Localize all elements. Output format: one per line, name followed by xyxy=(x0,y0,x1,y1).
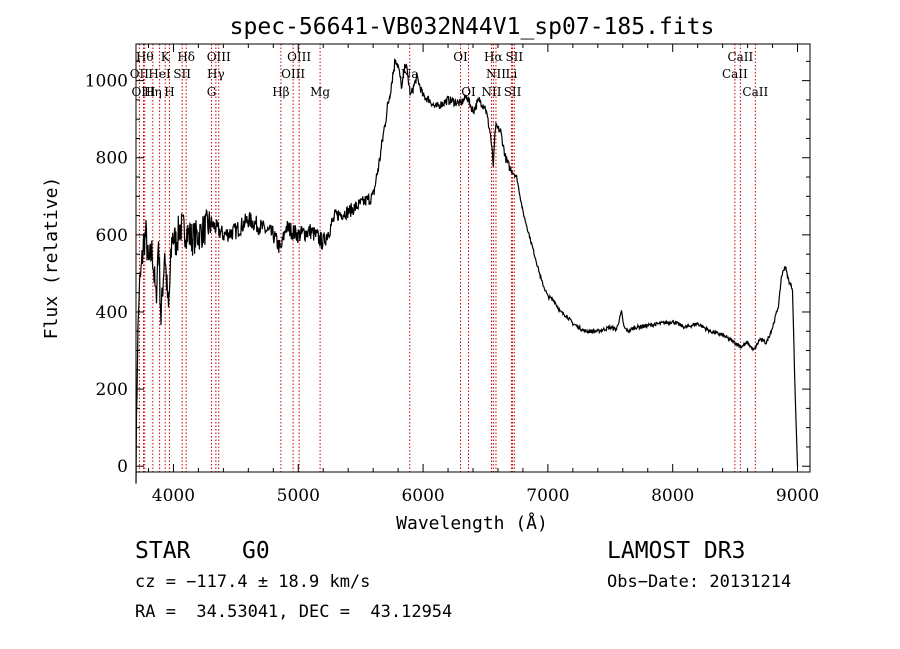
x-axis-label: Wavelength (Å) xyxy=(396,512,548,534)
spectrum-line xyxy=(135,58,799,484)
line-label: Hα xyxy=(484,50,503,64)
x-tick-label: 5000 xyxy=(277,486,320,506)
chart-title: spec-56641-VB032N44V1_sp07-185.fits xyxy=(230,14,715,40)
line-label: OIII xyxy=(287,50,311,64)
line-label: HeI xyxy=(148,67,171,81)
line-label: OII xyxy=(130,67,150,81)
line-label: K xyxy=(161,50,171,64)
line-label: Hη xyxy=(144,85,162,99)
y-tick-label: 1000 xyxy=(85,72,128,92)
line-label: H xyxy=(164,85,174,99)
object-class: STAR xyxy=(135,538,191,564)
line-label: Mg xyxy=(310,85,330,99)
observation-date: Obs−Date: 20131214 xyxy=(607,572,792,592)
y-axis-ticks: 0 200 400 600 800 1000 xyxy=(85,60,810,477)
x-tick-label: 6000 xyxy=(401,486,444,506)
coordinates: RA = 34.53041, DEC = 43.12954 xyxy=(135,602,453,622)
line-label: CaII xyxy=(742,85,768,99)
line-label: CaII xyxy=(722,67,748,81)
line-label: SII xyxy=(504,85,522,99)
line-label: OIII xyxy=(281,67,305,81)
survey-name: LAMOST DR3 xyxy=(607,538,746,564)
redshift-value: cz = −117.4 ± 18.9 km/s xyxy=(135,572,371,592)
y-tick-label: 600 xyxy=(96,226,128,246)
line-label: CaII xyxy=(727,50,753,64)
y-axis-label: Flux (relative) xyxy=(41,177,62,340)
object-subclass: G0 xyxy=(242,538,270,564)
line-label: Hβ xyxy=(272,85,289,99)
line-label: SII xyxy=(505,50,523,64)
x-tick-label: 9000 xyxy=(776,486,819,506)
line-label: SII xyxy=(173,67,191,81)
line-label: Na xyxy=(401,67,419,81)
line-label: OIII xyxy=(207,50,231,64)
y-tick-label: 400 xyxy=(96,303,128,323)
x-tick-label: 7000 xyxy=(526,486,569,506)
line-label: G xyxy=(207,85,217,99)
x-tick-label: 4000 xyxy=(152,486,195,506)
line-label: Hδ xyxy=(177,50,195,64)
line-label: OIII xyxy=(131,85,155,99)
line-label: NII xyxy=(486,67,506,81)
x-axis-ticks: 4000 5000 6000 7000 8000 9000 xyxy=(147,44,819,506)
line-label: NII xyxy=(481,85,501,99)
line-label: Hθ xyxy=(136,50,154,64)
y-tick-label: 0 xyxy=(117,457,128,477)
line-label: Hγ xyxy=(207,67,225,81)
line-label: OI xyxy=(453,50,468,64)
x-tick-label: 8000 xyxy=(651,486,694,506)
y-tick-label: 200 xyxy=(96,380,128,400)
line-markers xyxy=(138,44,756,472)
y-tick-label: 800 xyxy=(96,149,128,169)
line-label: Li xyxy=(506,67,518,81)
